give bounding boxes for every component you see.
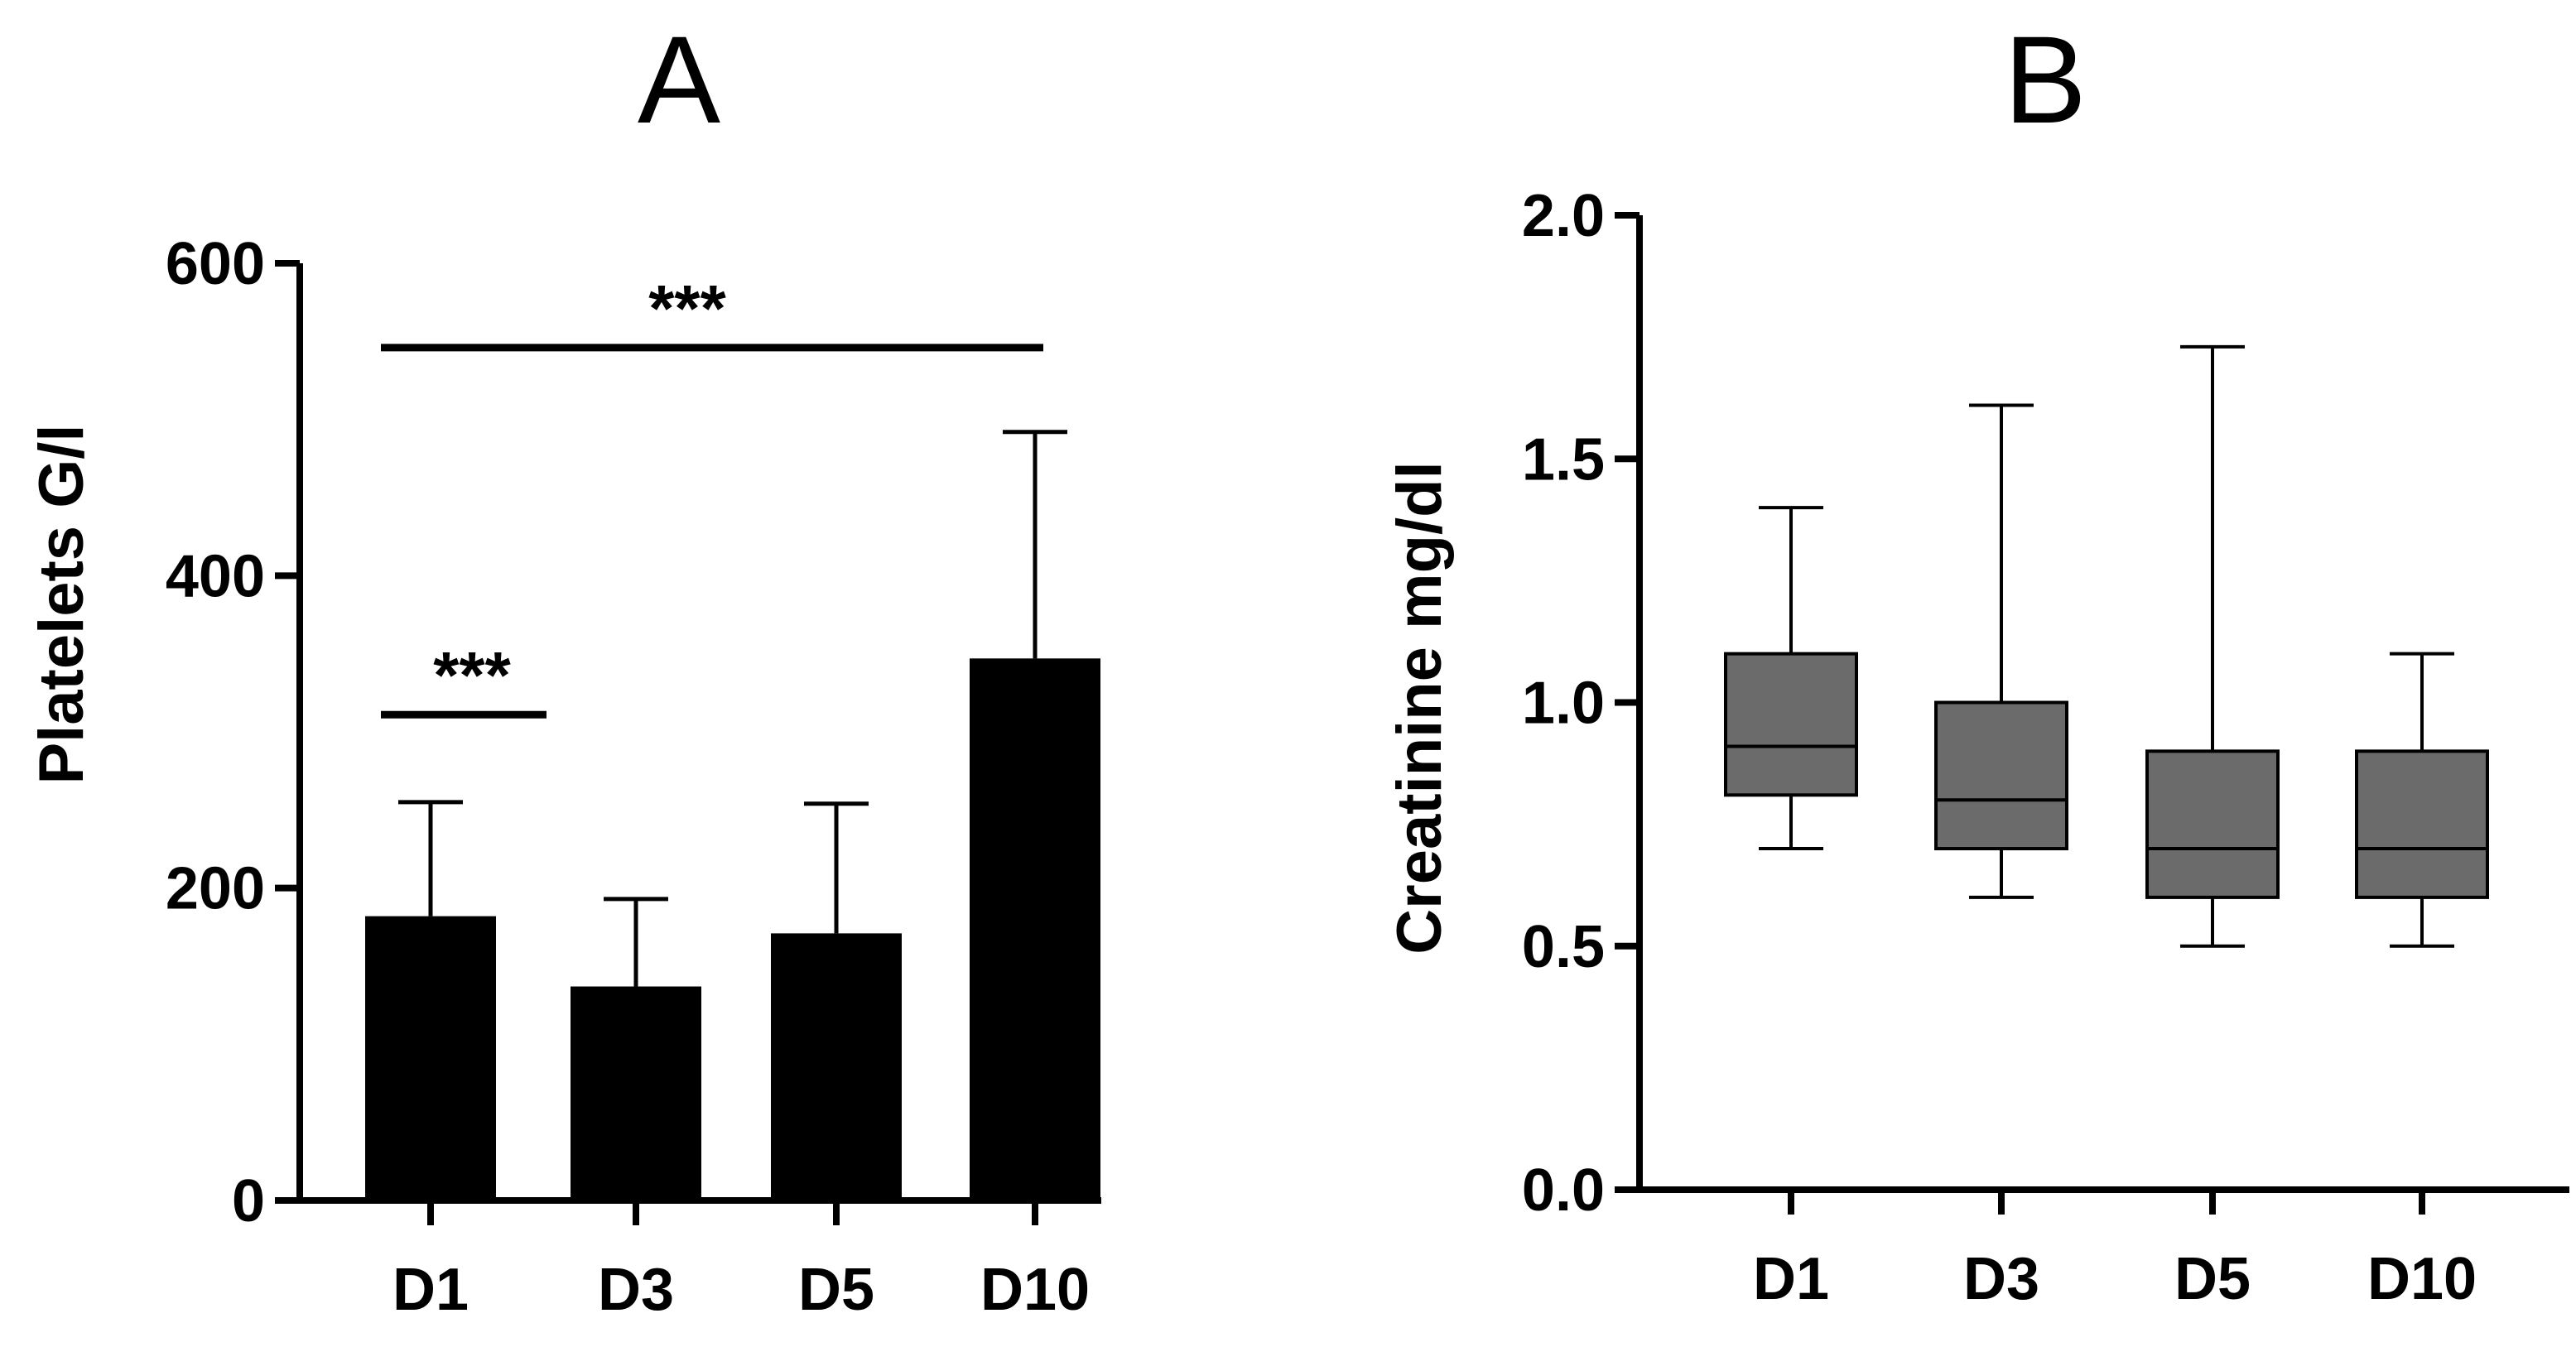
panel-b-box-d5 [2145,749,2280,899]
panel-a-y-tick-label: 600 [166,231,265,297]
panel-b-letter: B [2004,10,2087,149]
panel-a-letter: A [638,10,720,149]
panel-a-bar-d3 [571,986,701,1200]
panel-b-y-tick-label: 1.5 [1522,426,1605,493]
panel-a-marks: 0 200 400 600 D1 D3 D5 D10 *** *** [166,231,1101,1323]
panel-a-bar-d1 [365,916,496,1200]
panel-b-box-d10 [2355,749,2489,899]
panel-a-x-tick-label: D3 [598,1257,674,1323]
panel-b-y-tick-label: 0.5 [1522,914,1605,980]
panel-a-x-tick-label: D10 [980,1257,1090,1323]
panel-a-x-tick-label: D5 [798,1257,874,1323]
panel-b-y-axis-title: Creatinine mg/dl [1384,461,1455,954]
panel-a-y-tick-label: 0 [232,1168,265,1234]
panel-a-y-tick-label: 400 [166,543,265,609]
panel-b-marks: 0.0 0.5 1.0 1.5 2.0 D1 D3 D5 D10 [1522,183,2569,1312]
panel-a-significance-label: *** [433,638,511,712]
panel-a-y-tick-label: 200 [166,856,265,922]
panel-b-y-tick-label: 0.0 [1522,1157,1605,1224]
panel-b-x-tick-label: D3 [1963,1246,2039,1312]
panel-b-y-tick-label: 1.0 [1522,671,1605,737]
panel-b-chart: B Creatinine mg/dl 0.0 0.5 1.0 1.5 2.0 D1 D3 D5… [1384,10,2569,1312]
panel-b-box-d3 [1934,700,2068,851]
panel-b-x-tick-label: D1 [1753,1246,1829,1312]
panel-b-box-d1 [1724,652,1858,797]
panel-b-x-tick-label: D5 [2174,1246,2251,1312]
panel-a-bar-d5 [771,933,902,1200]
panel-a-y-axis-title: Platelets G/l [26,424,97,784]
panel-b-x-tick-label: D10 [2367,1246,2477,1312]
panel-a-significance-label: *** [648,272,726,345]
panel-b-y-tick-label: 2.0 [1522,183,1605,249]
panel-a-chart: A Platelets G/l 0 200 400 600 D1 D3 D5 D10 *** **… [26,10,1101,1323]
panel-a-x-tick-label: D1 [392,1257,469,1323]
panel-a-bar-d10 [970,658,1100,1200]
